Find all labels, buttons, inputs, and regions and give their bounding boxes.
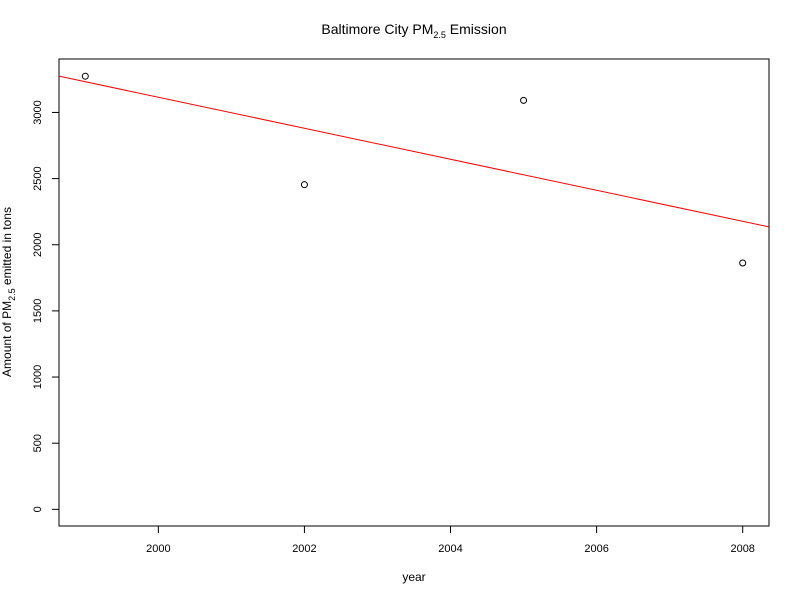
trend-line-layer: [58, 75, 770, 228]
y-axis-label-prefix: Amount of PM: [0, 301, 14, 377]
x-axis-label: year: [402, 570, 425, 584]
data-point: [300, 181, 308, 189]
x-tick-label: 2002: [292, 543, 316, 555]
x-axis: 2000 2002 2004 2006 2008: [146, 526, 755, 555]
y-axis-label: Amount of PM2.5 emitted in tons: [0, 207, 17, 377]
chart-title-subscript: 2.5: [433, 30, 446, 40]
y-tick-label: 1000: [32, 365, 44, 389]
y-tick-label: 2000: [32, 232, 44, 256]
x-tick-label: 2000: [146, 543, 170, 555]
data-points: [81, 72, 747, 267]
plot-frame: [58, 58, 770, 527]
x-tick-label: 2008: [730, 543, 754, 555]
y-tick-label: 0: [32, 506, 44, 512]
chart-title-prefix: Baltimore City PM: [321, 21, 433, 37]
trend-line: [58, 75, 770, 228]
y-axis-label-suffix: emitted in tons: [0, 207, 14, 288]
chart-title: Baltimore City PM2.5 Emission: [321, 21, 506, 40]
chart-title-suffix: Emission: [446, 21, 507, 37]
y-axis-label-subscript: 2.5: [7, 288, 17, 301]
data-point: [739, 259, 747, 267]
x-tick-label: 2004: [438, 543, 462, 555]
x-tick-label: 2006: [584, 543, 608, 555]
y-tick-label: 3000: [32, 100, 44, 124]
y-tick-label: 500: [32, 434, 44, 452]
data-point: [520, 96, 528, 104]
data-point: [81, 72, 89, 80]
y-tick-label: 1500: [32, 299, 44, 323]
y-axis: 0 500 1000 1500 2000 2500 3000: [32, 100, 59, 512]
y-tick-label: 2500: [32, 166, 44, 190]
